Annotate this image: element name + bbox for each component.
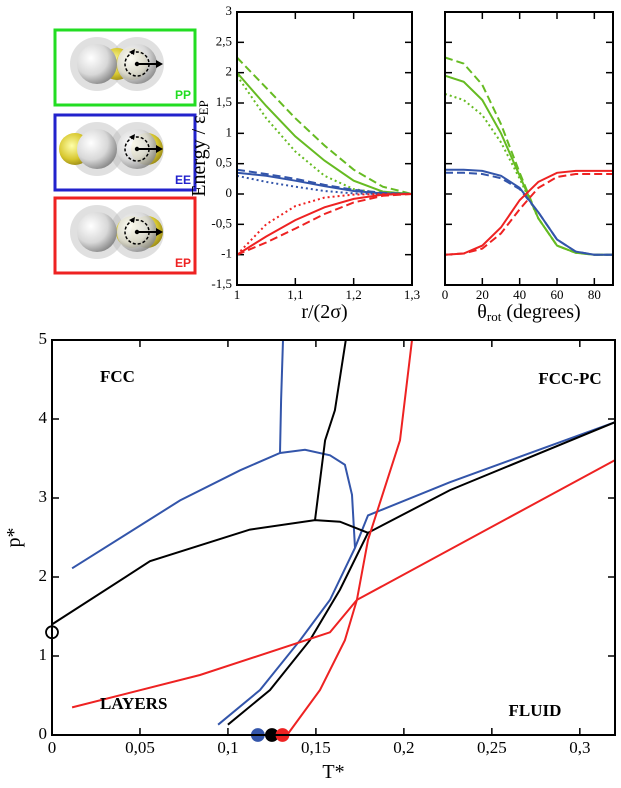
series-line: [445, 171, 613, 256]
plot-frame: [236, 11, 413, 286]
y-tick-label: -1: [221, 246, 232, 261]
x-tick-label: 1,1: [287, 287, 303, 302]
x-axis-title-rest: (degrees): [506, 301, 580, 323]
panel-box: [53, 28, 197, 107]
series-line: [51, 519, 369, 626]
series-line: [71, 448, 356, 570]
series-line: [71, 459, 616, 709]
y-tick-label: 0: [39, 724, 48, 743]
series-line: [236, 193, 412, 256]
panel-label: EE: [175, 173, 191, 187]
arrow-head: [129, 134, 135, 140]
series-line: [314, 339, 347, 521]
y-tick-label: -0,5: [211, 215, 232, 230]
y-tick-label: 0: [226, 185, 233, 200]
x-axis-title: r/(2σ): [301, 301, 347, 323]
x-tick-label: 1: [234, 287, 241, 302]
dimer-icon: [70, 37, 164, 91]
x-axis-title-main: θ: [477, 301, 487, 323]
x-axis-title: θrot (degrees): [477, 301, 580, 324]
x-tick-label: 0,05: [125, 738, 155, 757]
panel-label: PP: [175, 88, 191, 102]
x-tick-label: 20: [476, 287, 489, 302]
series-line: [236, 168, 413, 195]
arrow-head: [156, 145, 163, 153]
y-axis-title: Energy / εEP: [188, 100, 211, 197]
arrow-head: [156, 228, 163, 236]
chart: 0 20 40 60 80 θrot (degrees): [442, 11, 614, 324]
y-tick-label: 0,5: [216, 155, 232, 170]
series-line: [227, 421, 616, 726]
arrow-head: [129, 217, 135, 223]
panel-box: [53, 196, 197, 275]
series-line: [444, 92, 613, 256]
series-line: [236, 171, 413, 195]
series-line: [286, 339, 413, 736]
x-tick-label: 1,2: [346, 287, 362, 302]
series-line: [445, 168, 613, 256]
x-axis-title-main: T*: [322, 761, 344, 783]
x-tick-label: 0: [48, 738, 57, 757]
region-label: LAYERS: [100, 694, 167, 713]
series-line: [279, 339, 284, 454]
y-axis-title-main: p*: [3, 528, 25, 548]
dimer-icon: [59, 122, 164, 176]
y-tick-label: 4: [39, 408, 48, 427]
sphere: [77, 212, 117, 252]
x-tick-label: 0,1: [217, 738, 238, 757]
y-tick-label: 3: [39, 487, 48, 506]
panel-box: [53, 113, 197, 192]
y-tick-label: 2: [39, 566, 48, 585]
x-axis-title-sub: rot: [487, 309, 502, 324]
y-axis-title: p*: [3, 528, 25, 548]
y-axis-title-main: Energy / ε: [188, 115, 210, 196]
y-tick-label: 1,5: [216, 94, 232, 109]
region-label: FCC: [100, 367, 135, 386]
sphere: [77, 44, 117, 84]
x-axis-title: T*: [322, 761, 344, 783]
series-line: [444, 169, 613, 256]
x-tick-label: 0,2: [393, 738, 414, 757]
y-tick-label: 1: [39, 645, 48, 664]
arrow-head: [129, 49, 135, 55]
y-tick-label: 2: [226, 64, 233, 79]
region-label: FLUID: [509, 701, 562, 720]
x-tick-label: 0,25: [477, 738, 507, 757]
sphere: [77, 129, 117, 169]
y-axis-title-sub: EP: [196, 100, 211, 115]
plot-frame: [51, 339, 616, 736]
y-tick-label: 3: [226, 3, 233, 18]
y-tick-label: 2,5: [216, 33, 232, 48]
x-axis-title-main: r/(2σ): [301, 301, 347, 323]
y-tick-label: 5: [39, 329, 48, 348]
region-label: FCC-PC: [538, 369, 601, 388]
x-tick-label: 0,15: [301, 738, 331, 757]
x-tick-label: 0: [442, 287, 449, 302]
x-tick-label: 60: [551, 287, 564, 302]
series-line: [444, 173, 613, 256]
y-tick-label: 1: [226, 124, 233, 139]
series-line: [236, 56, 413, 195]
panel-label: EP: [175, 256, 191, 270]
dimer-icon: [70, 205, 164, 259]
chart: -1,5 -1 -0,5 0 0,5 1 1,5 2 2,5 3 1 1,1 1,2 1,3 r/(2σ) E…: [188, 3, 421, 323]
series-line: [236, 193, 413, 256]
y-tick-label: -1,5: [211, 276, 232, 291]
series-line: [444, 74, 613, 256]
x-tick-label: 0,3: [569, 738, 590, 757]
arrow-head: [156, 60, 163, 68]
series-line: [217, 421, 616, 726]
model-icons: PP EE EP: [53, 28, 197, 275]
series-line: [236, 193, 413, 256]
chart: 0 1 2 3 4 5 0 0,05 0,1 0,15 0,2 0,25 0,3 T* p* FCC FCC-P…: [3, 329, 616, 783]
series-line: [236, 72, 413, 195]
plots: -1,5 -1 -0,5 0 0,5 1 1,5 2 2,5 3 1 1,1 1,2 1,3 r/(2σ) E…: [3, 3, 616, 783]
x-tick-label: 1,3: [404, 287, 420, 302]
plot-frame: [444, 11, 614, 286]
x-tick-label: 40: [513, 287, 526, 302]
x-tick-label: 80: [588, 287, 601, 302]
